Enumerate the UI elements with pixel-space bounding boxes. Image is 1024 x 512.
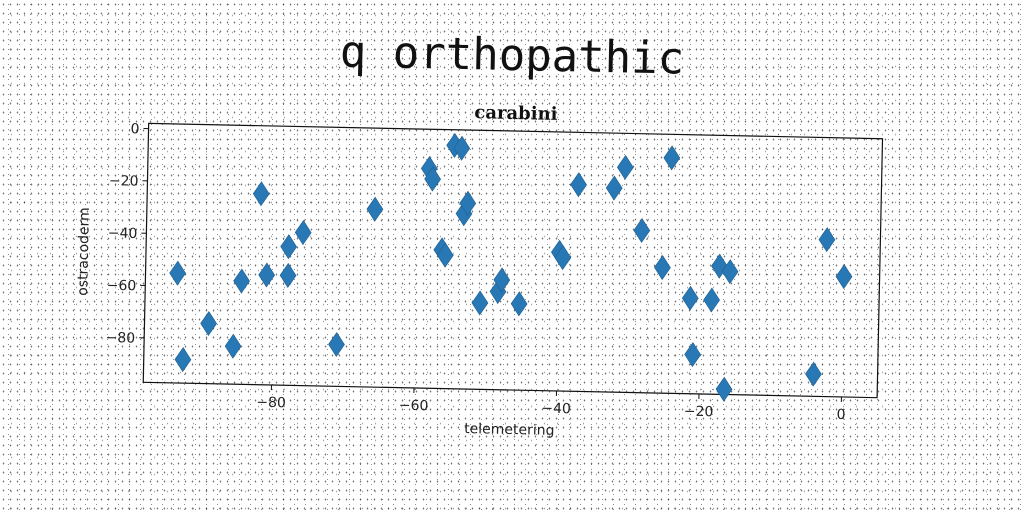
scatter-point: [554, 245, 572, 271]
scatter-point: [493, 267, 511, 293]
scatter-point: [684, 342, 702, 368]
scatter-point: [459, 190, 477, 216]
scatter-point: [436, 242, 454, 268]
scatter-point: [654, 255, 671, 281]
y-tick-label: −40: [108, 225, 138, 242]
x-tick-label: −20: [684, 404, 714, 421]
y-tick-label: −60: [107, 278, 137, 295]
scatter-point: [681, 285, 699, 311]
scatter-point: [605, 175, 623, 201]
y-axis-label: ostracoderm: [75, 207, 93, 296]
scatter-point: [453, 135, 471, 161]
scatter-point: [663, 145, 681, 171]
scatter-point: [721, 259, 739, 285]
scatter-point: [835, 264, 853, 290]
y-axis: 0 −20 −40 −60 −80: [105, 121, 149, 347]
x-tick-label: −80: [256, 395, 286, 412]
y-tick-label: −20: [109, 173, 139, 190]
scatter-point: [224, 333, 242, 359]
scatter-series: [169, 132, 853, 402]
scatter-point: [169, 260, 186, 286]
x-tick-label: 0: [836, 407, 845, 423]
scatter-point: [570, 172, 587, 198]
scatter-point: [200, 310, 217, 337]
scatter-point: [280, 234, 298, 260]
scatter-point: [174, 347, 192, 373]
scatter-point: [633, 217, 651, 244]
scatter-point: [328, 331, 345, 358]
scatter-point: [366, 196, 384, 222]
scatter-point: [279, 262, 297, 288]
plot-area-frame: [142, 122, 884, 399]
x-axis: −80 −60 −40 −20 0: [256, 384, 846, 423]
scatter-point: [805, 361, 822, 387]
y-tick-label: 0: [130, 121, 139, 137]
scatter-point: [252, 181, 270, 207]
scatter-point: [510, 291, 528, 317]
scatter-point: [711, 253, 728, 279]
scatter-point: [233, 268, 250, 294]
scatter-point: [715, 376, 733, 402]
x-axis-label: telemetering: [464, 421, 555, 439]
x-tick-label: −60: [399, 398, 429, 415]
x-tick-label: −40: [541, 401, 571, 418]
scatter-point: [294, 220, 312, 246]
scatter-point: [471, 290, 489, 316]
scatter-point: [616, 154, 634, 180]
chart-subtitle: carabini: [474, 102, 558, 125]
scatter-point: [258, 262, 276, 288]
scatter-point: [703, 287, 720, 313]
scatter-point: [424, 166, 441, 192]
scatter-point: [818, 227, 836, 253]
y-tick-label: −80: [105, 330, 135, 347]
